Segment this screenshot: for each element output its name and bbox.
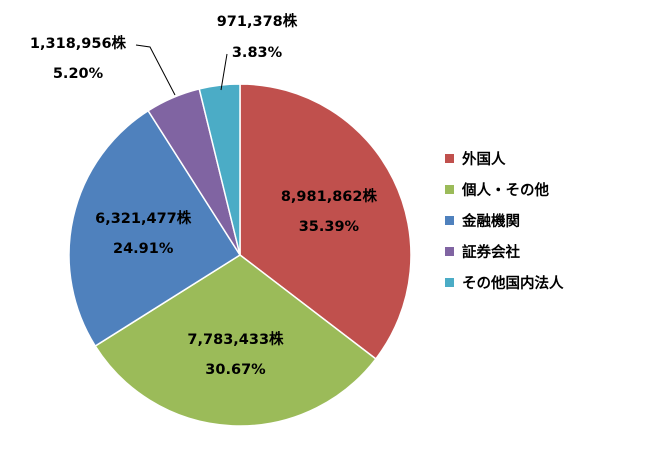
legend-swatch xyxy=(445,154,454,163)
leader-line xyxy=(220,53,228,91)
leader-lines xyxy=(135,44,228,96)
data-label-value: 7,783,433株 xyxy=(187,330,284,348)
data-label-percent: 5.20% xyxy=(53,66,104,82)
data-label-percent: 35.39% xyxy=(299,219,360,235)
data-labels: 8,981,862株 35.39% 7,783,433株 30.67% 6,321,47… xyxy=(30,12,378,378)
data-label-percent: 30.67% xyxy=(205,362,266,378)
data-label-value: 8,981,862株 xyxy=(281,187,378,205)
legend-swatch xyxy=(445,185,454,194)
pie-slice xyxy=(68,109,242,348)
pie-slice xyxy=(94,254,377,427)
pie-slices xyxy=(68,83,412,427)
legend-swatch xyxy=(445,278,454,287)
data-label-value: 1,318,956株 xyxy=(30,34,127,52)
leader-line xyxy=(135,44,176,96)
pie-slice xyxy=(198,83,241,256)
data-label-value: 971,378株 xyxy=(217,12,298,30)
legend-label: 外国人 xyxy=(462,150,506,168)
legend-swatch xyxy=(445,216,454,225)
legend-label: その他国内法人 xyxy=(462,274,564,292)
pie-slice xyxy=(239,83,412,360)
legend-swatch xyxy=(445,247,454,256)
data-label-percent: 24.91% xyxy=(113,241,174,257)
legend-label: 金融機関 xyxy=(461,212,520,230)
legend-label: 証券会社 xyxy=(462,243,520,261)
legend-label: 個人・その他 xyxy=(461,181,549,199)
data-label-percent: 3.83% xyxy=(232,45,283,61)
data-label-value: 6,321,477株 xyxy=(95,209,192,227)
